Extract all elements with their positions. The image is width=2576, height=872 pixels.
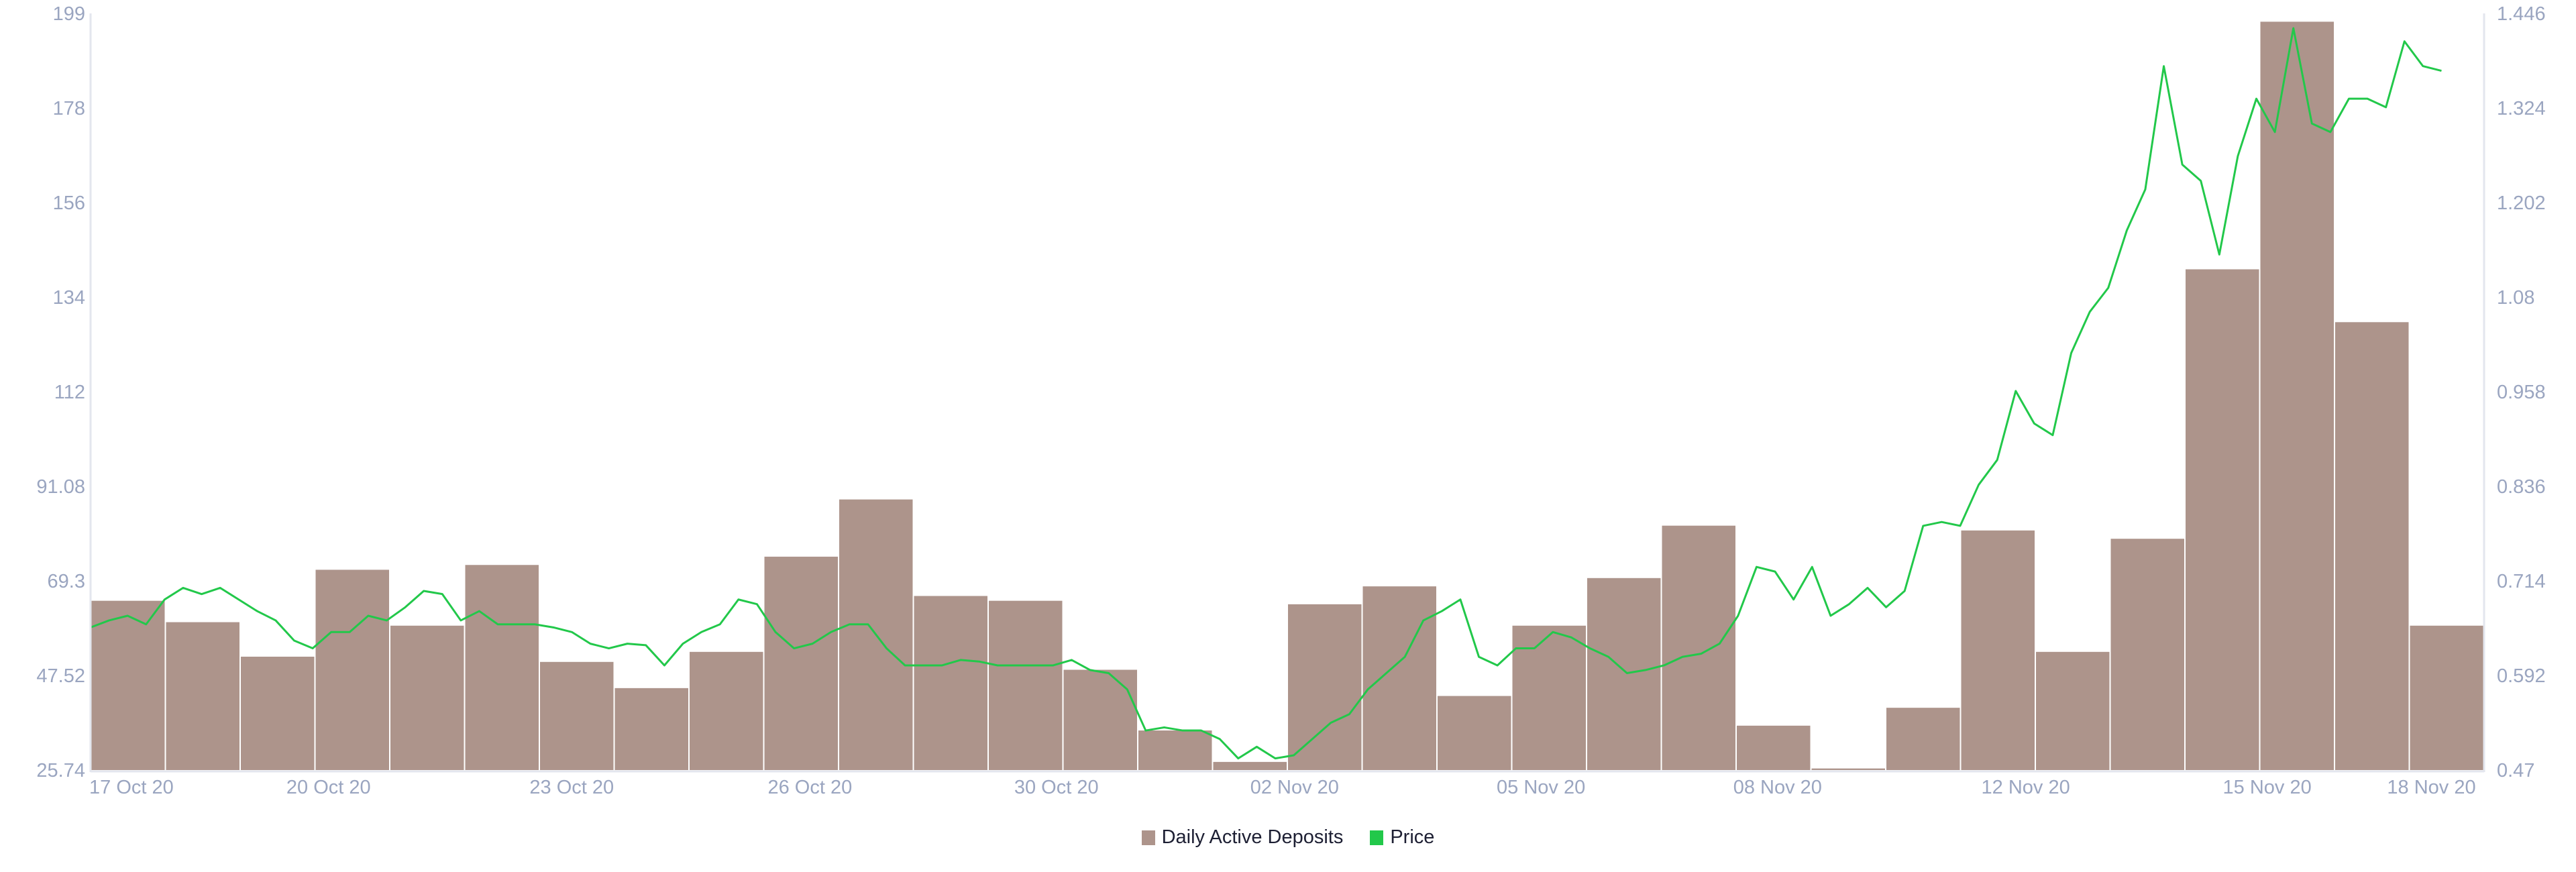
y-right-tick: 1.08 [2497,287,2534,309]
y-left-tick: 156 [53,193,85,214]
bar-2020-11-14[interactable] [2186,269,2259,770]
legend-item-price[interactable]: Price [1370,826,1434,849]
bar-2020-11-17[interactable] [2410,625,2484,770]
y-left-tick: 69.3 [48,571,85,592]
y-left-tick: 25.74 [36,760,85,781]
price-line [90,27,2442,760]
bar-2020-11-16[interactable] [2335,322,2409,770]
bar-2020-11-02[interactable] [1288,604,1362,770]
bar-2020-10-30[interactable] [1063,669,1138,770]
y-left-tick: 134 [53,287,85,309]
bar-2020-11-11[interactable] [1961,530,2035,770]
x-tick: 26 Oct 20 [767,777,852,798]
x-tick: 05 Nov 20 [1497,777,1585,798]
bar-2020-11-13[interactable] [2110,539,2185,770]
bar-2020-10-23[interactable] [540,661,614,770]
bar-2020-11-08[interactable] [1737,725,1811,770]
bar-2020-10-22[interactable] [465,565,539,770]
axes-layer: 199 178 156 134 112 91.08 69.3 47.52 25.74 1.446 1… [36,3,2545,798]
y-left-tick: 199 [53,3,85,25]
bar-2020-10-29[interactable] [989,600,1063,770]
x-tick: 08 Nov 20 [1733,777,1822,798]
bar-2020-11-12[interactable] [2036,651,2110,770]
x-tick: 12 Nov 20 [1982,777,2070,798]
bar-2020-10-25[interactable] [690,651,763,770]
x-tick: 20 Oct 20 [286,777,371,798]
bar-2020-10-21[interactable] [390,625,464,770]
bar-2020-11-04[interactable] [1438,696,1511,770]
y-right-tick: 0.47 [2497,760,2534,781]
bar-2020-11-15[interactable] [2260,21,2334,770]
price-line-layer [90,27,2442,760]
y-left-tick: 112 [54,382,85,403]
x-tick: 30 Oct 20 [1014,777,1099,798]
y-right-tick: 0.592 [2497,665,2546,687]
y-right-tick: 1.202 [2497,193,2546,214]
y-right-tick: 1.446 [2497,3,2546,25]
x-tick: 18 Nov 20 [2387,777,2475,798]
bar-2020-10-19[interactable] [241,656,315,770]
x-tick: 15 Nov 20 [2223,777,2312,798]
bar-2020-10-24[interactable] [614,688,689,770]
bar-2020-11-09[interactable] [1811,768,1886,770]
bar-2020-10-18[interactable] [166,622,240,770]
y-left-tick: 47.52 [36,665,85,687]
y-left-tick: 91.08 [36,476,85,498]
bar-2020-10-26[interactable] [764,556,839,770]
bar-2020-11-03[interactable] [1362,586,1437,770]
legend-swatch-price [1370,830,1384,845]
bar-2020-10-31[interactable] [1138,730,1212,770]
y-right-tick: 0.714 [2497,571,2546,592]
legend-label-deposits: Daily Active Deposits [1161,826,1344,848]
legend-item-deposits[interactable]: Daily Active Deposits [1141,826,1344,849]
bar-2020-11-06[interactable] [1587,578,1661,770]
legend-label-price: Price [1390,826,1435,848]
legend-swatch-deposits [1141,830,1155,845]
y-left-tick: 178 [53,98,85,119]
y-right-tick: 0.836 [2497,476,2546,498]
bar-2020-11-05[interactable] [1512,625,1587,770]
legend: Daily Active Deposits Price [0,826,2576,849]
bar-2020-10-17[interactable] [91,600,165,770]
x-tick: 02 Nov 20 [1250,777,1339,798]
x-tick: 23 Oct 20 [529,777,614,798]
bar-2020-10-20[interactable] [315,569,390,770]
y-right-tick: 0.958 [2497,382,2546,403]
bar-2020-11-01[interactable] [1213,761,1287,770]
y-right-tick: 1.324 [2497,98,2546,119]
bar-2020-11-07[interactable] [1662,525,1736,770]
x-tick: 17 Oct 20 [89,777,174,798]
bar-2020-10-28[interactable] [914,596,988,770]
bar-2020-11-10[interactable] [1886,708,1960,770]
bars-layer [91,21,2483,770]
